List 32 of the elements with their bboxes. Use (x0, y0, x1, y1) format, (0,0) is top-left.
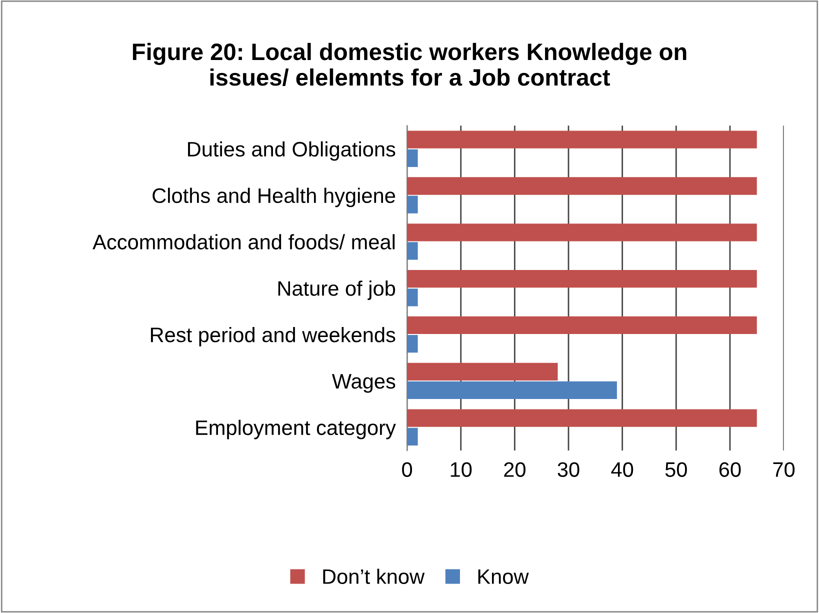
y-tick-label: Employment category (196, 420, 396, 440)
y-tick-label: Accommodation and foods/ meal (92, 234, 395, 250)
x-tick-label: 70 (773, 462, 795, 477)
bar (407, 381, 617, 400)
y-tick-label: Cloths and Health hygiene (152, 188, 396, 208)
bar (407, 270, 757, 288)
bar (407, 409, 757, 427)
bar (407, 316, 757, 334)
bar (407, 130, 757, 148)
x-tick-label: 40 (611, 462, 634, 477)
x-tick-label: 0 (402, 462, 412, 477)
bar (407, 224, 757, 242)
legend-label: Don’t know (323, 568, 425, 584)
y-tick-label: Nature of job (278, 280, 396, 300)
bar (407, 362, 558, 380)
x-tick-label: 50 (665, 462, 687, 477)
bar (407, 196, 418, 214)
bar (407, 149, 418, 167)
y-tick-label: Duties and Obligations (188, 141, 396, 161)
bar (407, 242, 418, 260)
x-tick-label: 60 (719, 462, 741, 477)
x-tick-label: 20 (504, 462, 526, 477)
y-tick-label: Wages (332, 374, 396, 393)
x-tick-label: 30 (558, 462, 580, 477)
bar (407, 288, 418, 306)
chart-title: Figure 20: Local domestic workers Knowledge on issues/ elelemnts for a Job contract (132, 42, 686, 86)
bar (407, 334, 418, 353)
bar (407, 428, 418, 446)
y-tick-label: Rest period and weekends (150, 326, 396, 346)
bar (407, 177, 757, 195)
x-tick-label: 10 (450, 462, 472, 477)
legend-label: Know (478, 569, 529, 584)
